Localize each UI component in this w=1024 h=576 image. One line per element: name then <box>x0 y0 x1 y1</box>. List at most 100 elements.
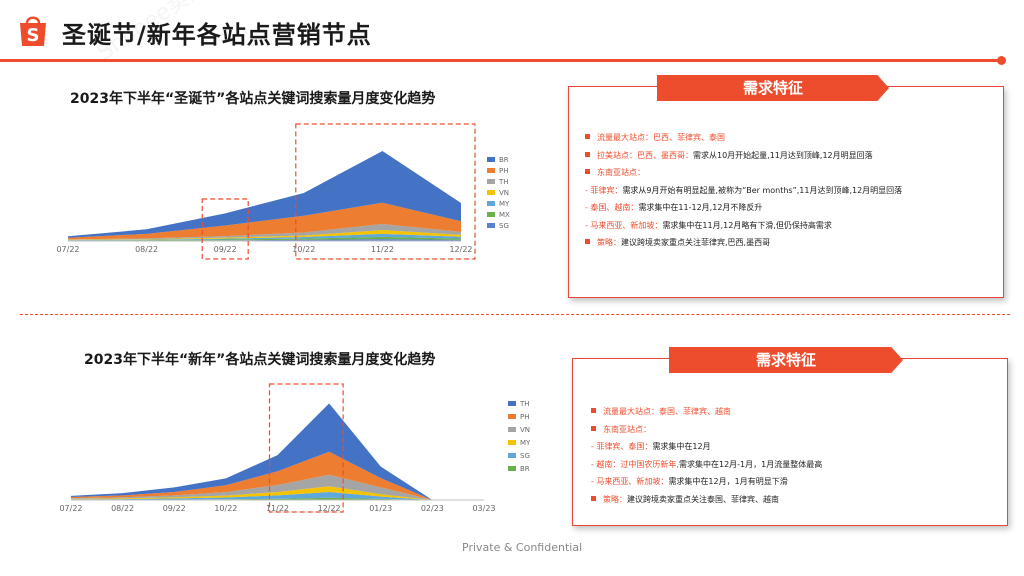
legend-swatch-vn <box>487 190 495 195</box>
x-tick-label: 07/22 <box>59 504 82 513</box>
highlight-range-box <box>268 383 344 513</box>
x-tick-label: 01/23 <box>369 504 392 513</box>
area-series-ph <box>68 202 461 240</box>
card-body: 流量最大站点：泰国、菲律宾、越南 东南亚站点： - 菲律宾、泰国：需求集中在12月 -… <box>591 403 822 508</box>
logo-letter: S <box>27 25 40 46</box>
demand-features-card-christmas: 需求特征 流量最大站点：巴西、菲律宾、泰国 拉美站点：巴西、墨西哥：需求从10月开… <box>568 75 1004 298</box>
legend-swatch-br <box>487 157 495 162</box>
footer-confidential: Private & Confidential <box>462 541 583 554</box>
bullet-icon <box>585 151 590 157</box>
card-line-text: 需求从10月开始起量,11月达到顶峰,12月明显回落 <box>693 150 873 160</box>
card-line-text: 需求集中在12月，1月有明显下滑 <box>668 477 788 486</box>
card-line-label: 策略： <box>597 238 621 247</box>
card-line-label: - 马来西亚、新加坡： <box>591 477 669 486</box>
highlight-range-box <box>201 198 249 260</box>
x-tick-label: 10/22 <box>292 245 315 254</box>
shopee-logo-icon: S <box>20 16 46 46</box>
legend-label: PH <box>520 413 530 421</box>
area-series-th <box>71 403 484 500</box>
x-tick-label: 12/22 <box>318 504 341 513</box>
card-line-text: 建议跨境卖家重点关注菲律宾,巴西,墨西哥 <box>621 238 771 247</box>
chart-2-title: 2023年下半年“新年”各站点关键词搜索量月度变化趋势 <box>84 352 436 368</box>
bullet-icon <box>585 169 590 174</box>
legend-label: MX <box>499 211 510 219</box>
bullet-icon <box>585 239 590 244</box>
card-body: 流量最大站点：巴西、菲律宾、泰国 拉美站点：巴西、墨西哥：需求从10月开始起量,1… <box>585 129 902 252</box>
page-title: 圣诞节/新年各站点营销节点 <box>62 21 372 49</box>
section-divider <box>20 314 1010 315</box>
legend-label: MY <box>520 439 531 447</box>
legend-swatch-th <box>487 179 495 184</box>
card-line: 流量最大站点：泰国、菲律宾、越南 <box>591 403 822 421</box>
highlight-range-box <box>295 123 476 260</box>
card-line-label: 东南亚站点： <box>597 168 645 177</box>
legend-swatch-mx <box>487 212 495 217</box>
x-tick-label: 07/22 <box>56 245 79 254</box>
card-line-text: 需求从9月开始有明显起量,被称为“Ber months”,11月达到顶峰,12月… <box>622 185 903 195</box>
x-tick-label: 08/22 <box>111 504 134 513</box>
card-line: 策略：建议跨境卖家重点关注菲律宾,巴西,墨西哥 <box>585 234 902 252</box>
legend-swatch-my <box>487 201 495 206</box>
area-series-sg <box>71 491 484 500</box>
x-tick-label: 10/22 <box>214 504 237 513</box>
legend-swatch-sg <box>487 223 495 228</box>
card-line: 拉美站点：巴西、墨西哥：需求从10月开始起量,11月达到顶峰,12月明显回落 <box>585 147 902 165</box>
card-line: 东南亚站点： <box>585 164 902 182</box>
card-line-text: 需求集中在11-12月,12月不降反升 <box>638 203 763 212</box>
title-divider <box>0 59 1000 62</box>
card-line: - 马来西亚、新加坡：需求集中在12月，1月有明显下滑 <box>591 473 822 491</box>
card-header: 需求特征 <box>657 75 889 101</box>
legend-label: BR <box>499 156 509 164</box>
card-line-label: - 马来西亚、新加坡： <box>585 220 663 230</box>
legend-label: VN <box>520 426 530 434</box>
card-line: - 泰国、越南：需求集中在11-12月,12月不降反升 <box>585 199 902 217</box>
area-series-br <box>68 151 461 238</box>
bullet-icon <box>591 408 596 413</box>
legend-swatch-vn <box>508 427 516 432</box>
area-series-th <box>68 223 461 240</box>
area-series-vn <box>68 230 461 241</box>
bullet-icon <box>585 134 590 139</box>
x-tick-label: 02/23 <box>421 504 444 513</box>
card-line-text: 建议跨境卖家重点关注泰国、菲律宾、越南 <box>627 494 779 504</box>
legend-swatch-my <box>508 440 516 445</box>
card-line-label: 流量最大站点：泰国、菲律宾、越南 <box>603 407 731 416</box>
legend-swatch-ph <box>508 414 516 419</box>
legend-swatch-ph <box>487 168 495 173</box>
x-tick-label: 08/22 <box>135 245 158 254</box>
legend-label: MY <box>499 200 510 208</box>
legend-label: PH <box>499 167 509 175</box>
legend-swatch-br <box>508 466 516 471</box>
card-line: 东南亚站点： <box>591 421 822 439</box>
area-series-mx <box>68 236 461 241</box>
title-divider-dot <box>997 56 1006 65</box>
card-line: 策略：建议跨境卖家重点关注泰国、菲律宾、越南 <box>591 491 822 509</box>
legend-swatch-th <box>508 401 516 406</box>
card-line-label: - 菲律宾、泰国： <box>591 442 653 451</box>
legend-label: TH <box>498 178 509 186</box>
card-line-text: 需求集中在12月 <box>652 442 711 451</box>
card-line-label: - 泰国、越南： <box>585 203 639 212</box>
demand-features-card-newyear: 需求特征 流量最大站点：泰国、菲律宾、越南 东南亚站点： - 菲律宾、泰国：需求集中… <box>572 347 1008 526</box>
bullet-icon <box>591 495 596 501</box>
card-line-text: 需求集中在11月,12月略有下滑,但仍保持高需求 <box>662 220 832 230</box>
area-series-my <box>71 486 484 500</box>
area-series-my <box>68 233 461 241</box>
area-series-vn <box>71 474 484 500</box>
card-line-label: - 越南：过中国农历新年, <box>591 459 679 469</box>
bullet-icon <box>591 425 596 431</box>
card-line-label: - 菲律宾： <box>585 185 623 195</box>
card-line-text: 需求集中在12月-1月，1月流量整体最高 <box>678 459 823 469</box>
area-series-ph <box>71 451 484 500</box>
card-line: 流量最大站点：巴西、菲律宾、泰国 <box>585 129 902 147</box>
chart-1-title: 2023年下半年“圣诞节”各站点关键词搜索量月度变化趋势 <box>70 91 436 107</box>
card-line-label: 策略： <box>603 494 627 504</box>
card-line-label: 东南亚站点： <box>603 424 651 434</box>
x-tick-label: 09/22 <box>163 504 186 513</box>
card-line: - 越南：过中国农历新年,需求集中在12月-1月，1月流量整体最高 <box>591 456 822 474</box>
x-tick-label: 11/22 <box>266 504 289 513</box>
card-line-label: 拉美站点：巴西、墨西哥： <box>597 150 693 160</box>
legend-label: SG <box>520 452 530 460</box>
